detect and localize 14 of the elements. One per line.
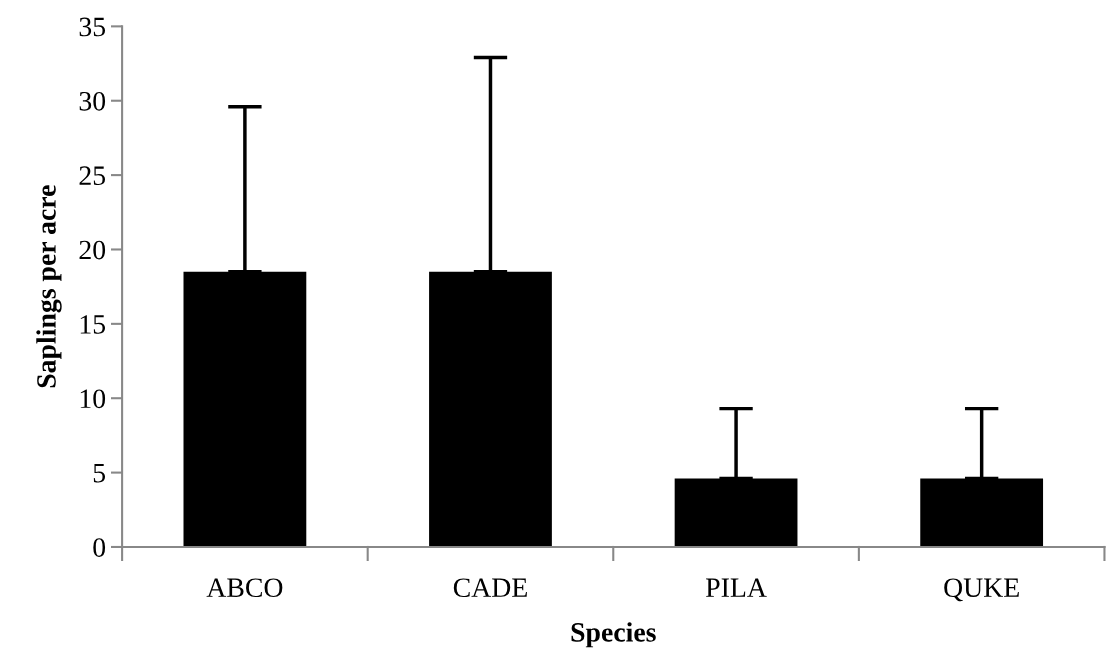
- y-tick-label: 30: [79, 91, 106, 111]
- y-tick-label: 25: [79, 166, 106, 186]
- y-tick-label: 15: [80, 315, 106, 334]
- x-tick-label: QUKE: [944, 578, 1019, 602]
- x-tick-label: ABCO: [206, 578, 283, 598]
- x-tick-label: PILA: [706, 578, 767, 597]
- y-tick-label: 10: [80, 389, 106, 409]
- y-tick-label: 5: [93, 464, 106, 483]
- x-axis-title: Species: [571, 622, 656, 648]
- y-axis-title: Saplings per acre: [36, 185, 62, 388]
- y-tick-label: 0: [93, 538, 106, 557]
- x-tick-label: CADE: [453, 578, 527, 598]
- y-tick-label: 20: [79, 240, 106, 260]
- y-tick-label: 35: [79, 17, 106, 37]
